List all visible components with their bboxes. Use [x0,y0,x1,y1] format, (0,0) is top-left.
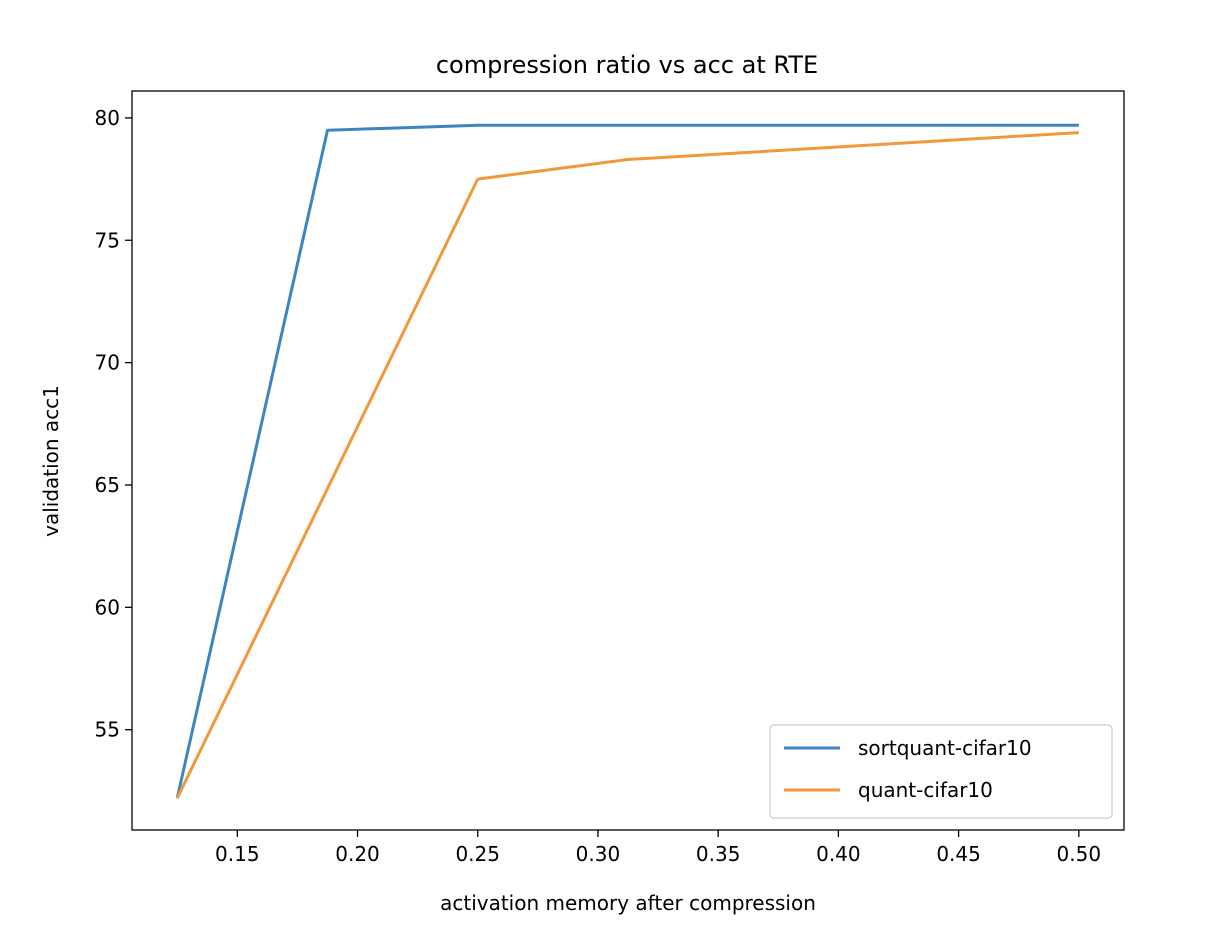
x-tick-label: 0.35 [696,842,741,866]
x-axis-ticks: 0.15 0.20 0.25 0.30 0.35 0.40 0.45 0.50 [215,830,1101,866]
legend-label-sortquant-cifar10: sortquant-cifar10 [858,736,1032,760]
y-tick-label: 65 [95,473,120,497]
y-tick-label: 75 [95,228,120,252]
y-tick-label: 70 [95,351,120,375]
plot-area-frame [131,90,1125,831]
series-layer [175,123,1079,799]
series-line-quant-cifar10 [175,131,1079,799]
y-tick-label: 55 [95,718,120,742]
series-line-sortquant-cifar10 [175,123,1079,799]
x-tick-label: 0.40 [816,842,861,866]
y-tick-label: 60 [95,595,120,619]
legend-label-quant-cifar10: quant-cifar10 [858,778,993,802]
x-tick-label: 0.45 [936,842,981,866]
y-axis-label: validation acc1 [39,385,63,537]
legend-box [769,724,1113,819]
chart-title: compression ratio vs acc at RTE [436,51,818,79]
y-axis-ticks: 55 60 65 70 75 80 [95,106,132,742]
x-tick-label: 0.25 [455,842,500,866]
legend: sortquant-cifar10 quant-cifar10 [769,724,1113,819]
x-axis-label: activation memory after compression [440,891,816,915]
x-tick-label: 0.30 [576,842,621,866]
y-tick-label: 80 [95,106,120,130]
x-tick-label: 0.15 [215,842,260,866]
x-tick-label: 0.50 [1057,842,1102,866]
x-tick-label: 0.20 [335,842,380,866]
